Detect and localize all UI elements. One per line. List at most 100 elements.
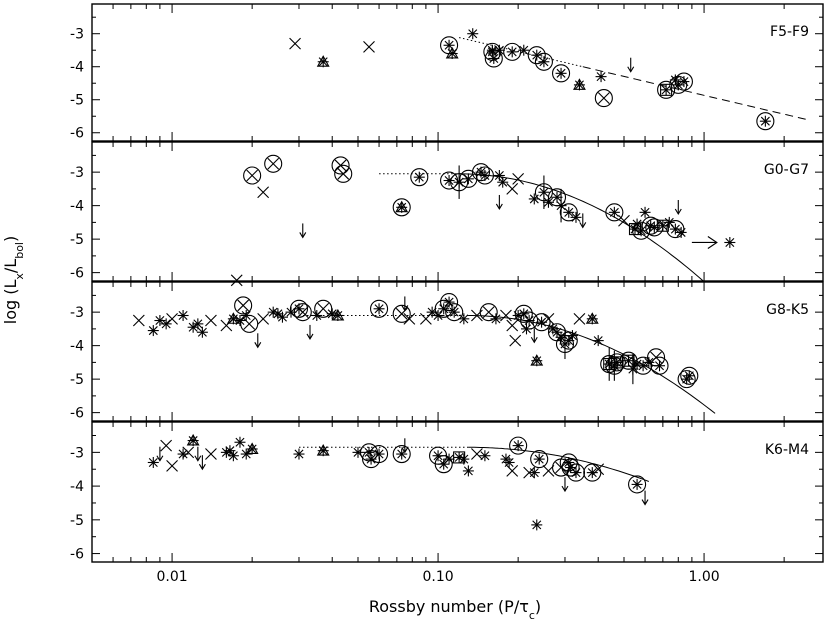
cross-stroke: [403, 312, 416, 325]
circle-shape: [514, 304, 533, 323]
x-tick-label: 0.10: [422, 569, 453, 585]
circle-shape: [674, 72, 693, 91]
data-point: [166, 459, 178, 472]
asterisk-stroke: [494, 45, 504, 55]
data-point: [530, 450, 549, 469]
x-tick-label: 1.00: [688, 569, 719, 585]
data-point: [592, 463, 605, 476]
asterisk-stroke: [480, 451, 490, 461]
circle-shape: [607, 353, 626, 372]
asterisk-stroke: [148, 326, 158, 336]
cross-stroke: [512, 172, 525, 185]
data-point: [531, 519, 543, 531]
asterisk-stroke: [454, 177, 464, 187]
cross-stroke: [555, 461, 567, 474]
down-arrow-head: [198, 463, 206, 471]
circle-shape: [650, 356, 669, 375]
data-point: [467, 28, 479, 40]
panel-label: G8-K5: [766, 302, 809, 318]
data-point: [410, 168, 429, 187]
asterisk-stroke: [646, 221, 656, 231]
circle-shape: [628, 475, 647, 494]
data-point: [257, 186, 270, 199]
asterisk-stroke: [294, 449, 304, 459]
asterisk-stroke: [449, 307, 459, 317]
y-axis-label-sub2: bol: [13, 242, 26, 259]
circle-shape: [392, 304, 411, 323]
asterisk-stroke: [529, 194, 539, 204]
data-point: [475, 166, 494, 185]
down-arrow-head: [306, 333, 314, 340]
asterisk-stroke: [684, 371, 694, 381]
circle-shape: [657, 80, 676, 99]
data-point: [227, 450, 239, 462]
data-point: [445, 303, 464, 322]
circle-shape: [520, 311, 539, 330]
data-point: [276, 311, 288, 323]
data-point: [530, 354, 544, 367]
cross-stroke: [506, 183, 519, 195]
down-arrow-head: [401, 447, 409, 454]
cross-stroke: [542, 312, 555, 325]
asterisk-stroke: [539, 187, 549, 197]
asterisk-stroke: [268, 307, 278, 317]
data-point: [639, 206, 651, 218]
asterisk-stroke: [277, 312, 287, 322]
asterisk-stroke: [596, 72, 606, 82]
asterisk-stroke: [564, 457, 574, 467]
data-point: [500, 309, 512, 322]
panel-f5-f9: -3 -4 -5 -6 F5-F9: [70, 3, 824, 142]
data-points: [147, 433, 649, 531]
data-point: [542, 312, 555, 325]
asterisk-stroke: [507, 47, 517, 57]
panel-label: K6-M4: [765, 442, 809, 458]
data-point: [506, 183, 519, 195]
asterisk-stroke: [178, 310, 188, 321]
panel-g0-g7: -3 -4 -5 -6 G0-G7: [70, 141, 824, 282]
y-axis-label-prefix: log (L: [1, 280, 20, 325]
cross-stroke: [246, 169, 259, 182]
cross-stroke: [257, 186, 270, 199]
asterisk-stroke: [593, 336, 603, 346]
circle-shape: [756, 112, 775, 131]
cross-stroke: [317, 302, 330, 315]
asterisk-stroke: [463, 174, 473, 184]
asterisk-stroke: [556, 68, 566, 78]
data-point: [334, 164, 353, 183]
y-tick-label: -5: [70, 372, 84, 388]
data-point: [182, 446, 195, 459]
fit-main-segment: [468, 315, 716, 414]
y-tick-label: -6: [70, 547, 84, 563]
panel-frame: [91, 3, 824, 142]
data-point: [552, 64, 571, 83]
data-point: [443, 453, 455, 465]
circle-shape: [392, 444, 411, 464]
y-tick-label: -6: [70, 406, 84, 422]
asterisk-stroke: [632, 479, 642, 489]
y-tick-label: -3: [70, 445, 84, 461]
circle-shape: [479, 303, 498, 322]
data-point: [675, 226, 687, 238]
y-tick-label: -5: [70, 513, 84, 529]
data-point: [674, 72, 693, 91]
circle-shape: [532, 313, 551, 332]
cross-stroke: [205, 448, 217, 460]
asterisk-stroke: [513, 441, 523, 451]
circle-shape: [509, 436, 528, 455]
data-point: [453, 451, 466, 464]
data-point: [160, 439, 173, 452]
data-point: [445, 46, 459, 60]
circle-shape: [594, 89, 613, 108]
asterisk-stroke: [638, 361, 648, 371]
asterisk-stroke: [459, 454, 469, 464]
circle-shape: [566, 463, 586, 482]
asterisk-stroke: [188, 322, 198, 332]
cross-stroke: [500, 309, 512, 322]
asterisk-stroke: [374, 449, 384, 459]
y-tick-label: -6: [70, 266, 84, 282]
data-point: [306, 324, 314, 340]
y-axis-label-mid: /L: [1, 259, 20, 273]
asterisk-stroke: [532, 356, 542, 366]
data-point: [458, 313, 470, 325]
data-point: [243, 166, 262, 185]
